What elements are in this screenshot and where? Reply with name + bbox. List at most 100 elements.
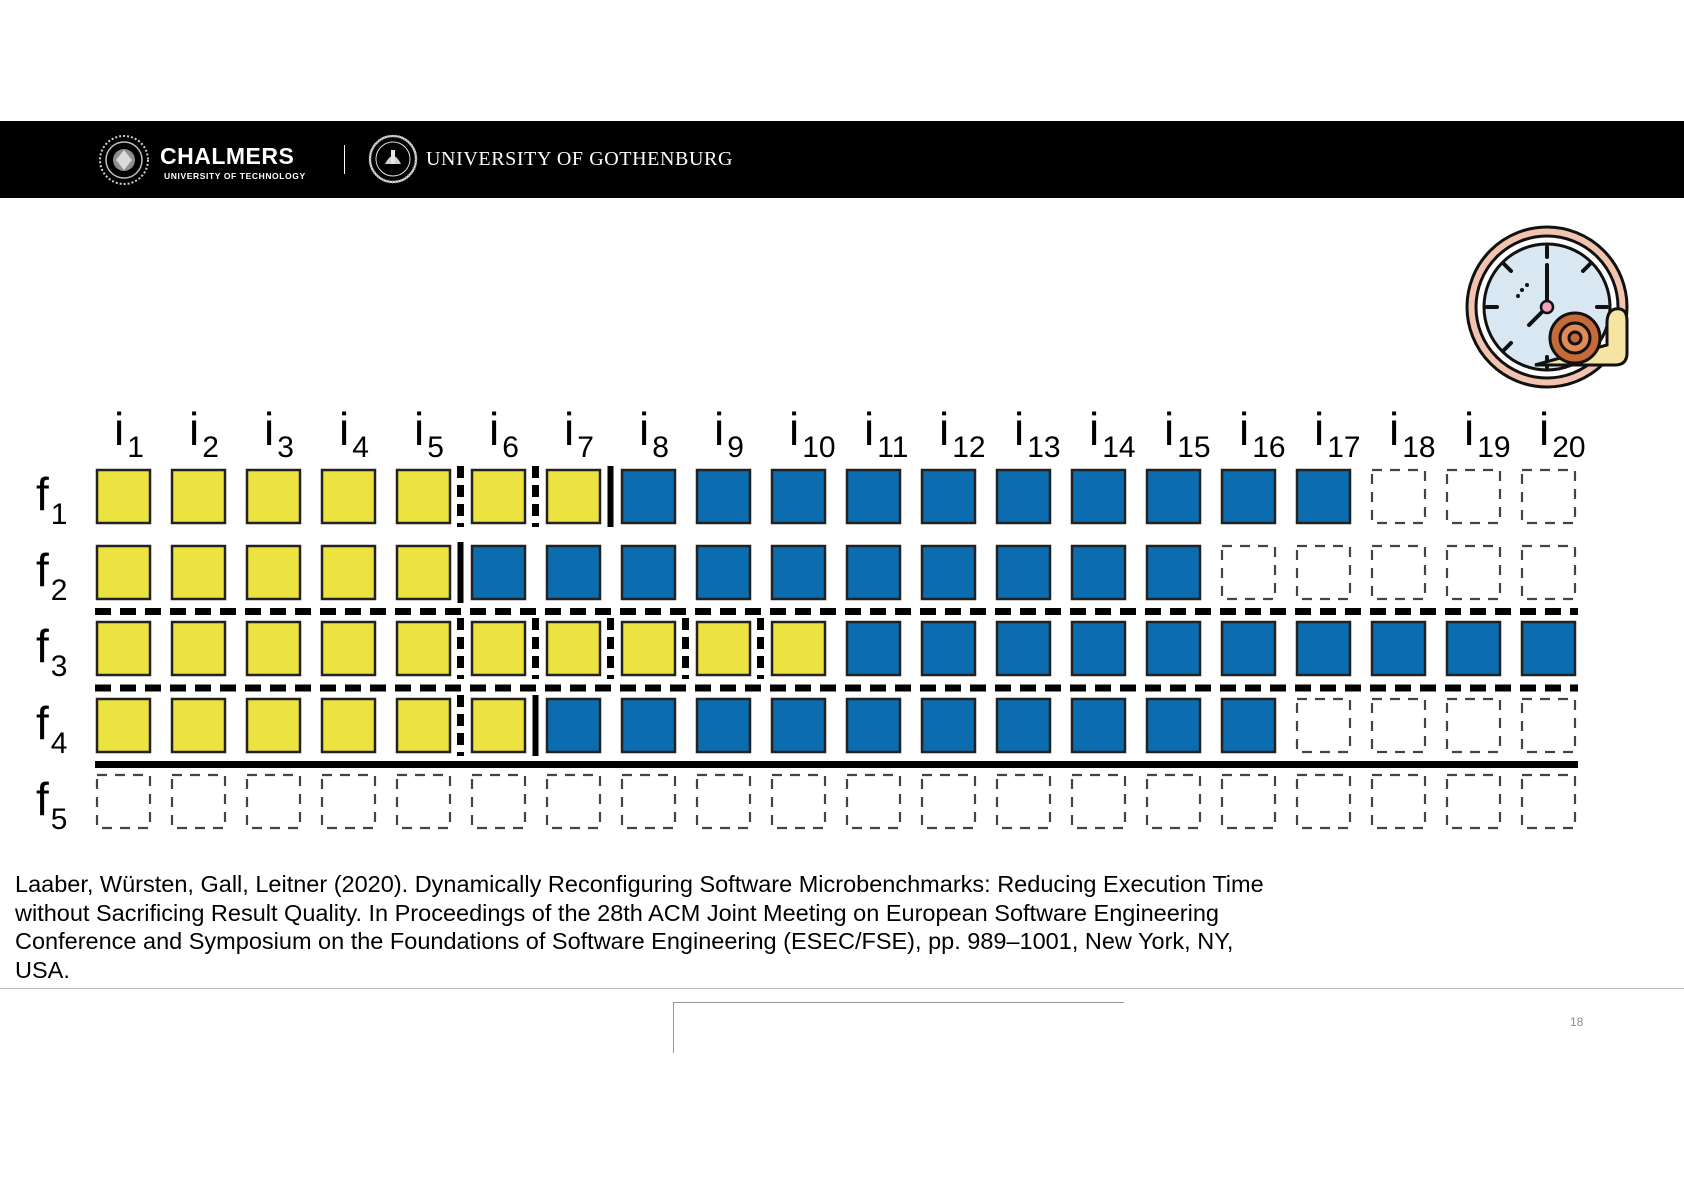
clock-with-snail-icon [1465, 225, 1629, 389]
cell-f3-i5-yellow [395, 620, 452, 677]
cell-f4-i5-yellow [395, 697, 452, 754]
cell-f4-i17-empty [1295, 697, 1352, 754]
cell-f5-i13-empty [995, 773, 1052, 830]
cell-f5-i1-empty [95, 773, 152, 830]
cell-f1-i17-blue [1295, 468, 1352, 525]
cell-f5-i14-empty [1070, 773, 1127, 830]
cell-f2-i3-yellow [245, 544, 302, 601]
column-label-i18: i 18 [1389, 403, 1436, 464]
cell-f1-i8-blue [620, 468, 677, 525]
cell-f3-i19-blue [1445, 620, 1502, 677]
cell-f1-i11-blue [845, 468, 902, 525]
cell-f2-i14-blue [1070, 544, 1127, 601]
cell-f5-i10-empty [770, 773, 827, 830]
gothenburg-seal-icon [368, 134, 418, 184]
cell-f5-i18-empty [1370, 773, 1427, 830]
cell-f5-i6-empty [470, 773, 527, 830]
cell-f2-i10-blue [770, 544, 827, 601]
cell-f4-i8-blue [620, 697, 677, 754]
cell-f4-i1-yellow [95, 697, 152, 754]
cell-f4-i20-empty [1520, 697, 1577, 754]
footer-box [673, 1002, 1124, 1053]
cell-f3-i6-yellow [470, 620, 527, 677]
cell-f3-i8-yellow [620, 620, 677, 677]
cell-f2-i2-yellow [170, 544, 227, 601]
cell-f3-i14-blue [1070, 620, 1127, 677]
cell-f1-i5-yellow [395, 468, 452, 525]
row-label-f5: f5 [36, 773, 67, 836]
cell-f5-i20-empty [1520, 773, 1577, 830]
cell-f2-i4-yellow [320, 544, 377, 601]
cell-f3-i10-yellow [770, 620, 827, 677]
cell-f4-i16-blue [1220, 697, 1277, 754]
row-label-f2: f2 [36, 544, 67, 607]
column-label-i13: i 13 [1014, 403, 1061, 464]
page-number: 18 [1570, 1015, 1584, 1029]
cell-f1-i20-empty [1520, 468, 1577, 525]
cell-f2-i12-blue [920, 544, 977, 601]
cell-f3-i4-yellow [320, 620, 377, 677]
footer-rule [0, 988, 1684, 989]
cell-f2-i15-blue [1145, 544, 1202, 601]
cell-f1-i9-blue [695, 468, 752, 525]
cell-f1-i4-yellow [320, 468, 377, 525]
cell-f1-i16-blue [1220, 468, 1277, 525]
cell-f1-i18-empty [1370, 468, 1427, 525]
cell-f2-i6-blue [470, 544, 527, 601]
cell-f4-i2-yellow [170, 697, 227, 754]
cell-f1-i2-yellow [170, 468, 227, 525]
cell-f4-i7-blue [545, 697, 602, 754]
cell-f2-i19-empty [1445, 544, 1502, 601]
cell-f1-i6-yellow [470, 468, 527, 525]
cell-f5-i5-empty [395, 773, 452, 830]
cell-f2-i1-yellow [95, 544, 152, 601]
cell-f3-i3-yellow [245, 620, 302, 677]
cell-f5-i8-empty [620, 773, 677, 830]
cell-f1-i10-blue [770, 468, 827, 525]
column-label-i12: i 12 [939, 403, 986, 464]
cell-f2-i13-blue [995, 544, 1052, 601]
row-label-f4: f4 [36, 697, 67, 760]
cell-f2-i16-empty [1220, 544, 1277, 601]
cell-f2-i7-blue [545, 544, 602, 601]
cell-f2-i17-empty [1295, 544, 1352, 601]
cell-f2-i18-empty [1370, 544, 1427, 601]
header-bar: CHALMERS UNIVERSITY OF TECHNOLOGY UNIVER… [0, 121, 1684, 198]
cell-f1-i12-blue [920, 468, 977, 525]
row-label-f1: f1 [36, 468, 67, 531]
cell-f3-i16-blue [1220, 620, 1277, 677]
cell-f4-i14-blue [1070, 697, 1127, 754]
cell-f4-i11-blue [845, 697, 902, 754]
cell-f5-i2-empty [170, 773, 227, 830]
cell-f2-i5-yellow [395, 544, 452, 601]
cell-f1-i14-blue [1070, 468, 1127, 525]
cell-f5-i7-empty [545, 773, 602, 830]
cell-f4-i15-blue [1145, 697, 1202, 754]
cell-f1-i19-empty [1445, 468, 1502, 525]
cell-f4-i18-empty [1370, 697, 1427, 754]
cell-f2-i11-blue [845, 544, 902, 601]
cell-f3-i1-yellow [95, 620, 152, 677]
cell-f4-i6-yellow [470, 697, 527, 754]
cell-f2-i8-blue [620, 544, 677, 601]
cell-f5-i16-empty [1220, 773, 1277, 830]
cell-f3-i11-blue [845, 620, 902, 677]
column-label-i15: i 15 [1164, 403, 1211, 464]
cell-f4-i9-blue [695, 697, 752, 754]
gothenburg-logo-text: UNIVERSITY OF GOTHENBURG [426, 148, 733, 170]
cell-f4-i4-yellow [320, 697, 377, 754]
cell-f1-i15-blue [1145, 468, 1202, 525]
cell-f4-i3-yellow [245, 697, 302, 754]
cell-f1-i1-yellow [95, 468, 152, 525]
cell-f5-i17-empty [1295, 773, 1352, 830]
cell-f1-i13-blue [995, 468, 1052, 525]
cell-f3-i13-blue [995, 620, 1052, 677]
chalmers-logo-text: CHALMERS [160, 143, 295, 169]
cell-f2-i9-blue [695, 544, 752, 601]
cell-f3-i17-blue [1295, 620, 1352, 677]
